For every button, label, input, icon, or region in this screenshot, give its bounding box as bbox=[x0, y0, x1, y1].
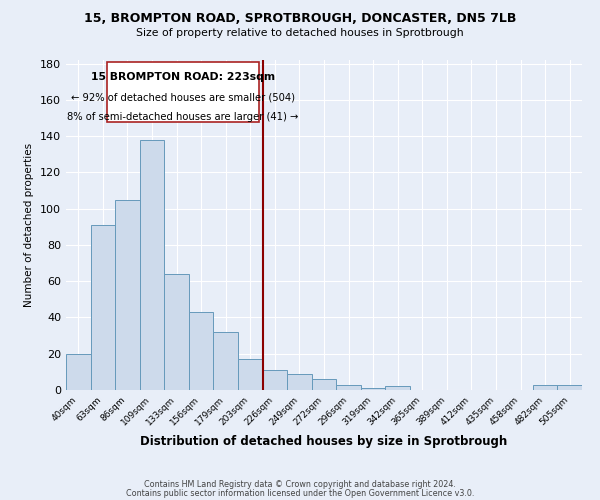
Bar bbox=[66, 354, 91, 390]
Bar bbox=[287, 374, 312, 390]
FancyBboxPatch shape bbox=[107, 62, 259, 122]
Text: 15, BROMPTON ROAD, SPROTBROUGH, DONCASTER, DN5 7LB: 15, BROMPTON ROAD, SPROTBROUGH, DONCASTE… bbox=[84, 12, 516, 26]
Text: 15 BROMPTON ROAD: 223sqm: 15 BROMPTON ROAD: 223sqm bbox=[91, 72, 275, 82]
X-axis label: Distribution of detached houses by size in Sprotbrough: Distribution of detached houses by size … bbox=[140, 436, 508, 448]
Text: Contains HM Land Registry data © Crown copyright and database right 2024.: Contains HM Land Registry data © Crown c… bbox=[144, 480, 456, 489]
Text: ← 92% of detached houses are smaller (504): ← 92% of detached houses are smaller (50… bbox=[71, 92, 295, 102]
Bar bbox=[533, 384, 557, 390]
Text: Size of property relative to detached houses in Sprotbrough: Size of property relative to detached ho… bbox=[136, 28, 464, 38]
Bar bbox=[115, 200, 140, 390]
Bar bbox=[164, 274, 189, 390]
Text: 8% of semi-detached houses are larger (41) →: 8% of semi-detached houses are larger (4… bbox=[67, 112, 298, 122]
Bar bbox=[214, 332, 238, 390]
Bar bbox=[312, 379, 336, 390]
Bar bbox=[557, 384, 582, 390]
Bar bbox=[385, 386, 410, 390]
Bar bbox=[91, 225, 115, 390]
Text: Contains public sector information licensed under the Open Government Licence v3: Contains public sector information licen… bbox=[126, 488, 474, 498]
Bar bbox=[189, 312, 214, 390]
Y-axis label: Number of detached properties: Number of detached properties bbox=[25, 143, 34, 307]
Bar bbox=[361, 388, 385, 390]
Bar bbox=[140, 140, 164, 390]
Bar bbox=[336, 384, 361, 390]
Bar bbox=[238, 359, 263, 390]
Bar bbox=[263, 370, 287, 390]
